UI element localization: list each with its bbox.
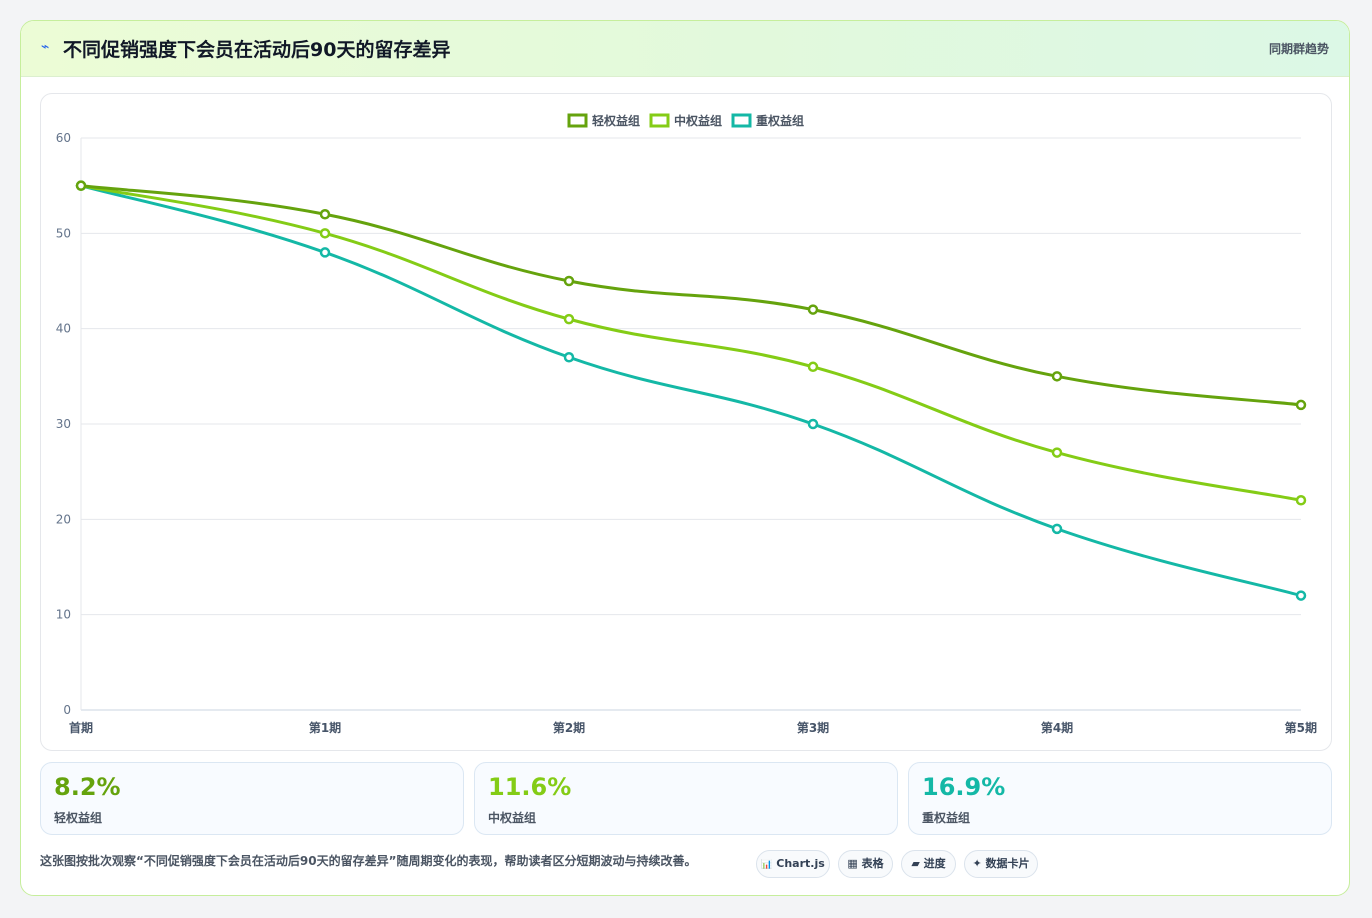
series-line <box>79 184 1303 407</box>
stat-card-light: 8.2% 轻权益组 <box>40 762 464 835</box>
data-point <box>807 361 819 373</box>
pill-chartjs[interactable]: 📊 Chart.js <box>756 850 830 878</box>
stat-label: 重权益组 <box>922 811 971 825</box>
y-tick-label: 0 <box>63 703 71 717</box>
data-point <box>1295 495 1307 506</box>
stat-value: 11.6% <box>488 773 572 801</box>
y-tick-label: 10 <box>56 608 71 622</box>
chart-description: 这张图按批次观察“不同促销强度下会员在活动后90天的留存差异”随周期变化的表现，… <box>40 854 697 868</box>
data-point <box>1295 590 1307 601</box>
legend-label: 轻权益组 <box>592 113 640 128</box>
legend-swatch <box>567 113 588 128</box>
lightning-icon: ⌁ <box>41 39 50 55</box>
stat-value: 8.2% <box>54 773 121 801</box>
card-header: ⌁ 不同促销强度下会员在活动后90天的留存差异 同期群趋势 <box>21 21 1349 77</box>
y-tick-label: 60 <box>56 131 71 145</box>
stat-card-medium: 11.6% 中权益组 <box>474 762 898 835</box>
data-point <box>1051 523 1063 535</box>
stat-label: 轻权益组 <box>54 811 103 825</box>
data-point <box>807 418 819 430</box>
x-tick-label: 第3期 <box>797 720 829 735</box>
legend-label: 重权益组 <box>756 113 804 128</box>
data-point <box>319 228 331 239</box>
data-point <box>807 304 819 315</box>
page-title: 不同促销强度下会员在活动后90天的留存差异 <box>63 39 451 61</box>
table-icon: ▦ <box>847 857 858 870</box>
progress-icon: ▰ <box>911 857 920 870</box>
data-point <box>1295 399 1307 411</box>
legend-label: 中权益组 <box>674 113 722 128</box>
legend-swatch <box>649 113 670 128</box>
pill-table[interactable]: ▦ 表格 <box>838 850 893 878</box>
data-point <box>563 275 575 287</box>
stat-value: 16.9% <box>922 773 1006 801</box>
data-point <box>1051 447 1063 458</box>
pill-label: 进度 <box>923 857 946 870</box>
legend-swatch <box>731 113 752 128</box>
pill-label: Chart.js <box>776 857 825 870</box>
cohort-trend-label: 同期群趋势 <box>1268 42 1329 56</box>
chart-card: ⌁ 不同促销强度下会员在活动后90天的留存差异 同期群趋势 0 10 20 30 40 5… <box>20 20 1350 896</box>
y-tick-label: 20 <box>56 512 71 526</box>
data-point <box>563 352 575 363</box>
pill-label: 表格 <box>861 857 884 870</box>
x-tick-label: 第5期 <box>1285 720 1317 735</box>
sparkle-icon: ✦ <box>972 857 982 870</box>
chart-icon: 📊 <box>761 860 773 870</box>
series-line <box>79 184 1303 502</box>
x-tick-label: 第2期 <box>553 720 585 735</box>
x-tick-label: 第1期 <box>309 720 341 735</box>
data-point <box>75 180 87 191</box>
stat-card-heavy: 16.9% 重权益组 <box>908 762 1332 835</box>
chart-panel: 0 10 20 30 40 50 60 首期 第1期 第2期 第3期 第4期 第5期 轻权益组 中权益组 重权… <box>40 93 1332 751</box>
line-chart: 0 10 20 30 40 50 60 首期 第1期 第2期 第3期 第4期 第5期 轻权益组 中权益组 重权… <box>56 113 1317 735</box>
x-tick-label: 首期 <box>69 720 93 735</box>
y-tick-label: 40 <box>56 322 71 336</box>
pill-label: 数据卡片 <box>985 857 1030 870</box>
pill-data-card[interactable]: ✦ 数据卡片 <box>964 850 1038 878</box>
data-point <box>319 209 331 220</box>
y-tick-label: 50 <box>56 226 71 240</box>
data-point <box>1051 371 1063 382</box>
x-tick-label: 第4期 <box>1041 720 1073 735</box>
stat-label: 中权益组 <box>488 811 537 825</box>
series-line <box>79 184 1303 598</box>
data-point <box>563 313 575 325</box>
pill-progress[interactable]: ▰ 进度 <box>901 850 956 878</box>
data-point <box>319 247 331 258</box>
y-tick-label: 30 <box>56 417 71 431</box>
